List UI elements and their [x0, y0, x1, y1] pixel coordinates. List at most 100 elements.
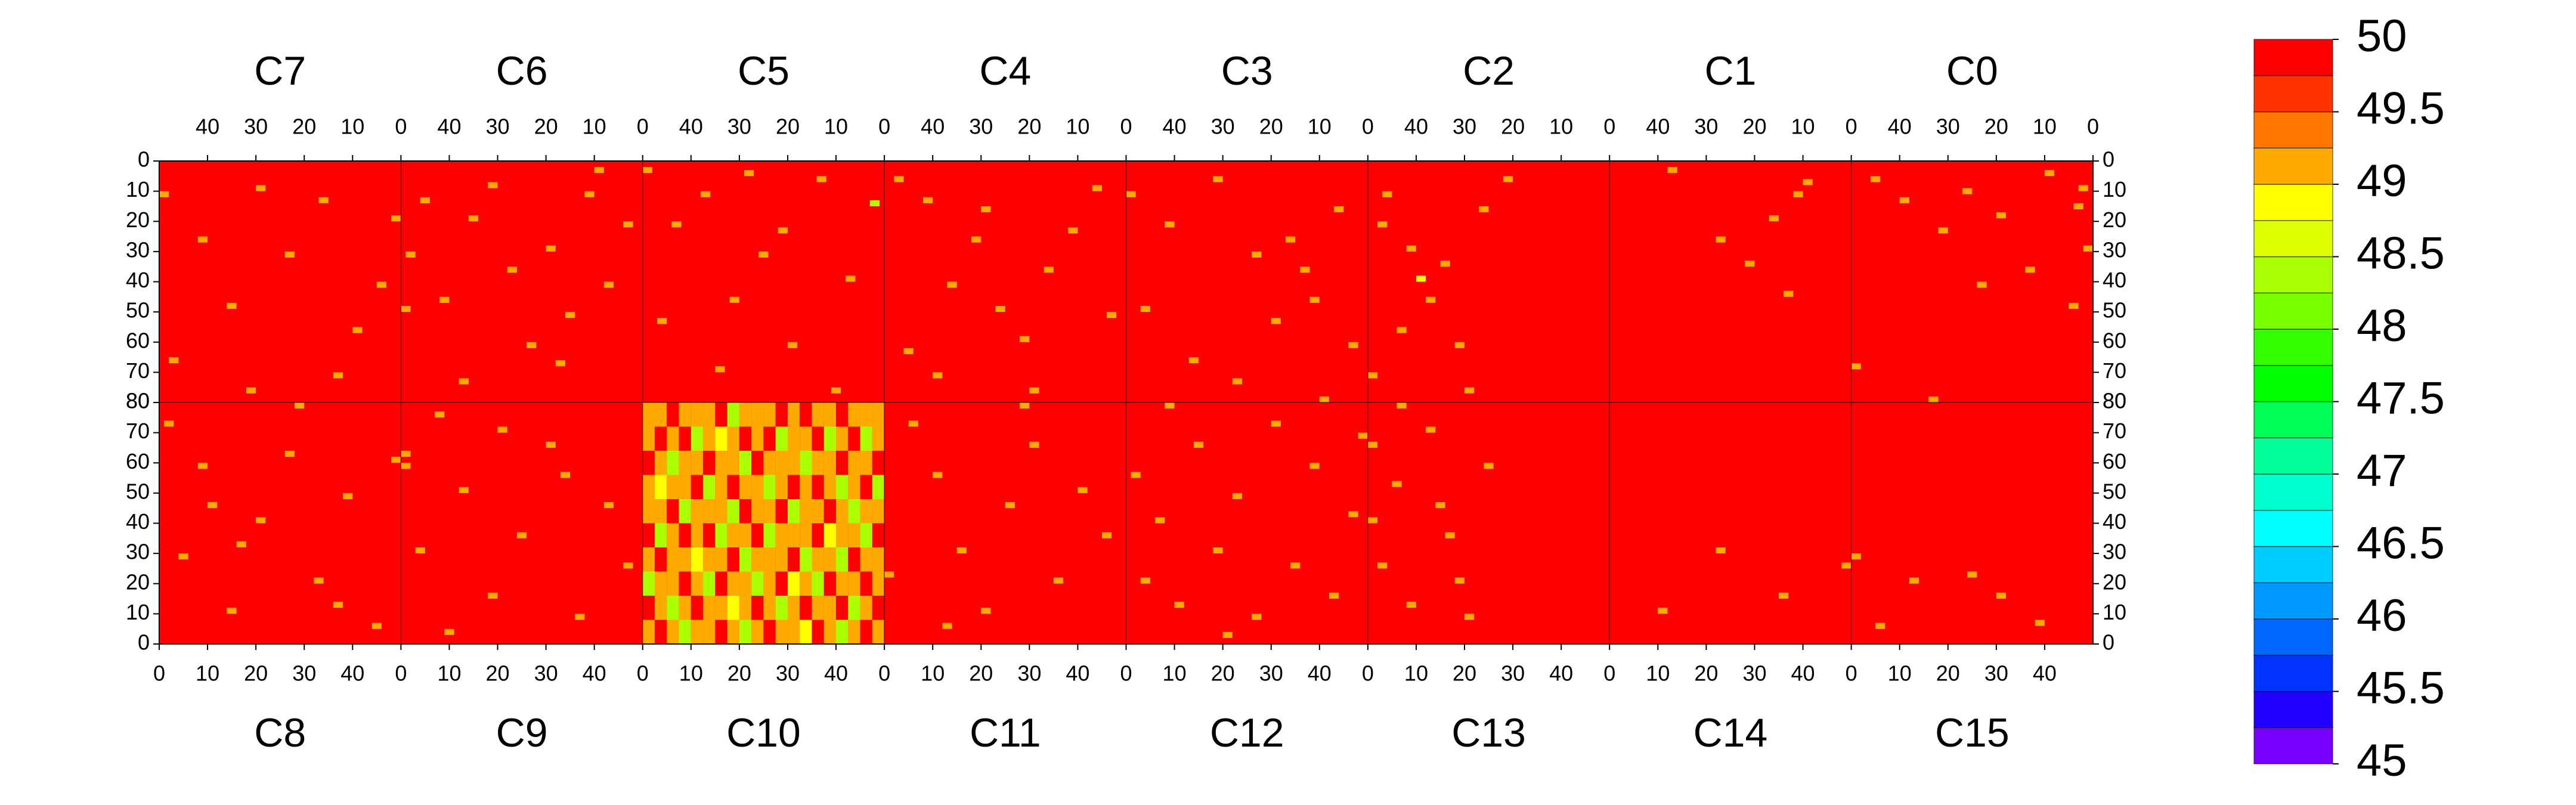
colorbar-band	[2253, 727, 2333, 764]
x-tick-label: 20	[1453, 661, 1476, 686]
heatmap-cell	[197, 236, 208, 243]
heatmap-cell	[703, 402, 716, 427]
heatmap-cell	[691, 426, 704, 451]
colorbar-band	[2253, 473, 2333, 511]
heatmap-cell	[679, 402, 691, 427]
heatmap-cell	[405, 251, 416, 258]
heatmap-cell	[872, 499, 885, 524]
y-tick-label: 20	[2103, 208, 2126, 232]
panel-title: C11	[970, 710, 1041, 756]
x-tick-label: 10	[1404, 661, 1428, 686]
heatmap-cell	[800, 620, 812, 644]
colorbar-band	[2253, 111, 2333, 148]
heatmap-cell	[823, 596, 837, 620]
heatmap-cell	[1465, 614, 1475, 620]
panel-background	[642, 161, 885, 402]
heatmap-cell	[623, 562, 633, 569]
heatmap-cell	[655, 426, 667, 451]
heatmap-cell	[778, 227, 788, 234]
colorbar-band	[2253, 184, 2333, 221]
heatmap-cell	[775, 547, 788, 572]
panel-background	[1367, 402, 1610, 644]
heatmap-cell	[546, 441, 556, 448]
heatmap-cell	[812, 547, 824, 572]
heatmap-cell	[333, 602, 343, 608]
heatmap-cell	[420, 197, 431, 203]
heatmap-cell	[1851, 363, 1861, 370]
heatmap-cell	[655, 620, 667, 644]
panel-title: C7	[254, 48, 306, 94]
heatmap-cell	[642, 402, 655, 427]
heatmap-cell	[800, 499, 812, 524]
heatmap-cell	[603, 502, 614, 509]
heatmap-cell	[667, 547, 679, 572]
heatmap-cell	[739, 402, 752, 427]
x-tick-label: 20	[534, 114, 558, 139]
heatmap-cell	[691, 596, 704, 620]
heatmap-cell	[1155, 517, 1165, 524]
heatmap-cell	[933, 372, 943, 379]
heatmap-cell	[860, 475, 872, 499]
panel-background	[1126, 402, 1368, 644]
colorbar-band	[2253, 510, 2333, 547]
heatmap-cell	[594, 167, 604, 174]
heatmap-cell	[763, 451, 776, 475]
heatmap-cell	[715, 547, 727, 572]
heatmap-cell	[860, 402, 872, 427]
y-tick-label: 0	[2103, 630, 2114, 655]
heatmap-cell	[1406, 602, 1416, 608]
panel-title: C9	[496, 710, 548, 756]
heatmap-cell	[1484, 463, 1494, 469]
heatmap-cell	[787, 402, 800, 427]
heatmap-cell	[775, 523, 788, 547]
x-tick-label: 40	[1549, 661, 1573, 686]
heatmap-cell	[1107, 312, 1117, 318]
heatmap-cell	[1188, 357, 1199, 364]
heatmap-cell	[401, 451, 411, 457]
heatmap-cell	[751, 620, 764, 644]
x-tick-label: 10	[824, 114, 848, 139]
heatmap-cell	[1053, 577, 1064, 584]
panel-title: C14	[1693, 710, 1768, 756]
panel-background	[884, 402, 1126, 644]
heatmap-cell	[1793, 191, 1803, 197]
heatmap-cell	[256, 185, 266, 191]
colorbar-band	[2253, 147, 2333, 185]
heatmap-cell	[739, 620, 752, 644]
x-tick-label: 40	[1791, 661, 1815, 686]
colorbar-band	[2253, 329, 2333, 366]
heatmap-cell	[739, 547, 752, 572]
x-tick-label: 20	[244, 661, 268, 686]
heatmap-cell	[812, 475, 824, 499]
heatmap-cell	[667, 523, 679, 547]
x-tick-label: 0	[1120, 114, 1132, 139]
heatmap-cell	[497, 426, 507, 433]
x-tick-label: 30	[1936, 114, 1960, 139]
heatmap-cell	[848, 571, 860, 596]
heatmap-cell	[488, 182, 498, 188]
y-tick-label: 50	[2103, 479, 2126, 503]
heatmap-cell	[751, 402, 764, 427]
heatmap-cell	[655, 451, 667, 475]
heatmap-cell	[739, 451, 752, 475]
colorbar-band	[2253, 256, 2333, 293]
heatmap-cell	[739, 571, 752, 596]
x-tick-label: 20	[1984, 114, 2008, 139]
y-tick-label: 60	[2103, 449, 2126, 473]
heatmap-cell	[775, 499, 788, 524]
heatmap-cell	[922, 197, 933, 203]
heatmap-cell	[848, 499, 860, 524]
heatmap-cell	[318, 197, 329, 203]
heatmap-cell	[787, 342, 798, 348]
colorbar-band	[2253, 292, 2333, 330]
heatmap-cell	[227, 608, 237, 614]
heatmap-cell	[488, 592, 498, 599]
x-tick-label: 0	[1603, 114, 1615, 139]
heatmap-cell	[691, 499, 704, 524]
x-tick-label: 10	[196, 661, 219, 686]
y-tick-label: 70	[126, 358, 150, 383]
heatmap-cell	[1745, 261, 1755, 267]
heatmap-cell	[642, 499, 655, 524]
heatmap-cell	[691, 547, 704, 572]
heatmap-cell	[860, 499, 872, 524]
